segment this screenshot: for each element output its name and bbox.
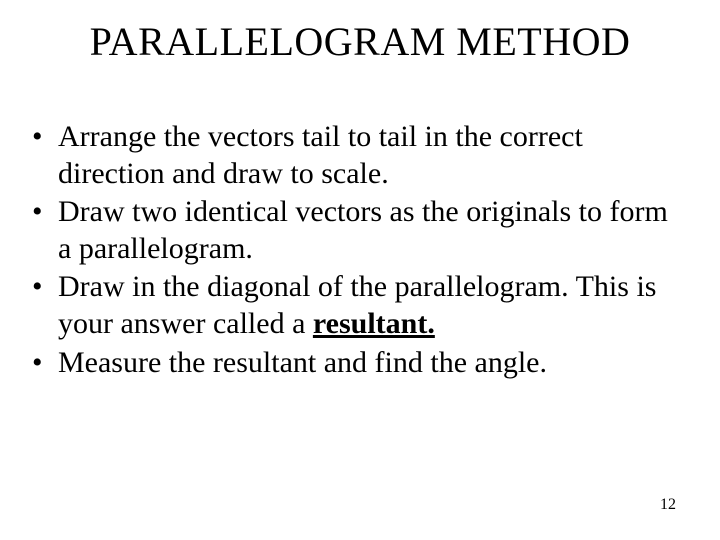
bullet-text: Measure the resultant and find the angle…	[58, 346, 547, 379]
list-item: Arrange the vectors tail to tail in the …	[30, 119, 686, 192]
bullet-text: Arrange the vectors tail to tail in the …	[58, 120, 583, 190]
list-item: Measure the resultant and find the angle…	[30, 345, 686, 382]
bullet-list: Arrange the vectors tail to tail in the …	[28, 119, 692, 381]
page-number: 12	[660, 496, 676, 514]
slide-title: PARALLELOGRAM METHOD	[28, 18, 692, 65]
bullet-text: Draw two identical vectors as the origin…	[58, 195, 668, 265]
list-item: Draw in the diagonal of the parallelogra…	[30, 269, 686, 342]
slide: PARALLELOGRAM METHOD Arrange the vectors…	[0, 0, 720, 540]
list-item: Draw two identical vectors as the origin…	[30, 194, 686, 267]
bullet-text-emph: resultant.	[313, 307, 435, 340]
